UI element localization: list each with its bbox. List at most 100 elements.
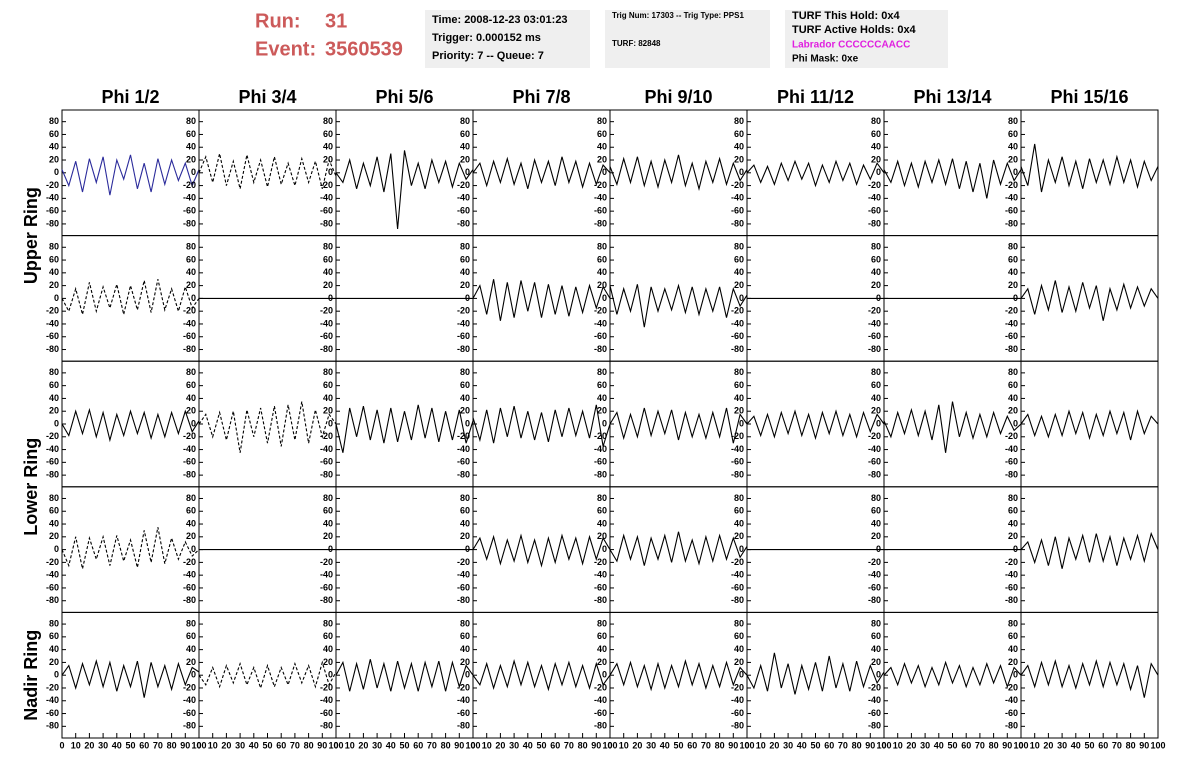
waveform	[609, 407, 748, 444]
y-tick-label: 80	[597, 242, 607, 252]
y-tick-label: 0	[54, 670, 59, 680]
y-tick-label: 0	[328, 293, 333, 303]
y-tick-label: -40	[868, 695, 881, 705]
y-tick-label: 80	[734, 493, 744, 503]
ring-label: Lower Ring	[21, 438, 41, 536]
y-tick-label: -60	[594, 457, 607, 467]
waveform	[335, 659, 474, 692]
waveform	[883, 660, 1022, 689]
y-tick-label: -80	[320, 344, 333, 354]
y-tick-label: 0	[602, 167, 607, 177]
y-tick-label: 40	[460, 518, 470, 528]
x-tick-label: 60	[687, 740, 697, 750]
run-value: 31	[325, 10, 347, 32]
y-tick-label: -40	[731, 570, 744, 580]
y-tick-label: 60	[323, 254, 333, 264]
y-tick-label: 80	[871, 493, 881, 503]
x-tick-label: 80	[989, 740, 999, 750]
y-tick-label: 80	[597, 618, 607, 628]
y-tick-label: -20	[46, 431, 59, 441]
y-tick-label: 0	[54, 418, 59, 428]
x-tick-label: 80	[441, 740, 451, 750]
y-tick-label: 80	[597, 493, 607, 503]
y-tick-label: 40	[49, 142, 59, 152]
y-tick-label: -40	[457, 444, 470, 454]
y-tick-label: -20	[1005, 431, 1018, 441]
y-tick-label: -60	[183, 331, 196, 341]
y-tick-label: -80	[868, 595, 881, 605]
x-tick-label: 90	[865, 740, 875, 750]
y-tick-label: -80	[868, 344, 881, 354]
y-tick-label: 0	[465, 167, 470, 177]
y-tick-label: 0	[465, 670, 470, 680]
y-tick-label: 20	[871, 154, 881, 164]
y-tick-label: -60	[1005, 708, 1018, 718]
y-tick-label: 80	[871, 618, 881, 628]
y-tick-label: -40	[183, 444, 196, 454]
x-tick-label: 90	[1002, 740, 1012, 750]
y-tick-label: -20	[731, 557, 744, 567]
y-tick-label: -60	[320, 708, 333, 718]
y-tick-label: 20	[460, 280, 470, 290]
y-tick-label: -80	[1005, 218, 1018, 228]
y-tick-label: -20	[868, 180, 881, 190]
y-tick-label: 0	[1013, 293, 1018, 303]
y-tick-label: -40	[183, 695, 196, 705]
y-tick-label: 80	[460, 493, 470, 503]
y-tick-label: 40	[460, 393, 470, 403]
y-tick-label: 20	[734, 280, 744, 290]
y-tick-label: 80	[186, 242, 196, 252]
y-tick-label: -20	[46, 180, 59, 190]
info-text: TURF: 82848	[612, 39, 661, 48]
y-tick-label: -60	[320, 457, 333, 467]
y-tick-label: 20	[460, 531, 470, 541]
x-tick-label: 50	[1084, 740, 1094, 750]
y-tick-label: -20	[594, 180, 607, 190]
waveform	[472, 404, 611, 447]
waveform	[609, 531, 748, 566]
y-tick-label: -20	[457, 180, 470, 190]
y-tick-label: -40	[594, 193, 607, 203]
y-tick-label: -60	[457, 457, 470, 467]
y-tick-label: 20	[1008, 406, 1018, 416]
y-tick-label: -20	[731, 306, 744, 316]
y-tick-label: -40	[594, 570, 607, 580]
y-tick-label: -60	[183, 708, 196, 718]
x-tick-label: 20	[358, 740, 368, 750]
x-tick-label: 50	[262, 740, 272, 750]
y-tick-label: 40	[1008, 142, 1018, 152]
y-tick-label: 60	[597, 631, 607, 641]
waveform	[746, 652, 885, 695]
x-tick-label: 60	[961, 740, 971, 750]
y-tick-label: 20	[871, 531, 881, 541]
y-tick-label: -80	[457, 470, 470, 480]
y-tick-label: 40	[186, 644, 196, 654]
waveform	[1020, 143, 1159, 193]
x-tick-label: 100	[465, 740, 480, 750]
y-tick-label: 40	[186, 393, 196, 403]
y-tick-label: 20	[323, 657, 333, 667]
y-tick-label: 20	[186, 406, 196, 416]
x-tick-label: 20	[769, 740, 779, 750]
event-value: 3560539	[325, 38, 403, 60]
waveform	[883, 158, 1022, 199]
y-tick-label: 0	[602, 293, 607, 303]
y-tick-label: 60	[871, 631, 881, 641]
y-tick-label: -80	[457, 595, 470, 605]
y-tick-label: -80	[457, 218, 470, 228]
y-tick-label: 40	[871, 644, 881, 654]
y-tick-label: 60	[49, 631, 59, 641]
y-tick-label: 40	[460, 142, 470, 152]
x-tick-label: 70	[290, 740, 300, 750]
waveform	[1020, 280, 1159, 321]
y-tick-label: 0	[465, 418, 470, 428]
y-tick-label: 40	[734, 267, 744, 277]
y-tick-label: -60	[457, 331, 470, 341]
y-tick-label: -60	[46, 206, 59, 216]
y-tick-label: -20	[457, 306, 470, 316]
y-tick-label: 40	[871, 142, 881, 152]
y-tick-label: 80	[1008, 242, 1018, 252]
x-tick-label: 30	[920, 740, 930, 750]
y-tick-label: 40	[49, 644, 59, 654]
y-tick-label: 40	[871, 267, 881, 277]
